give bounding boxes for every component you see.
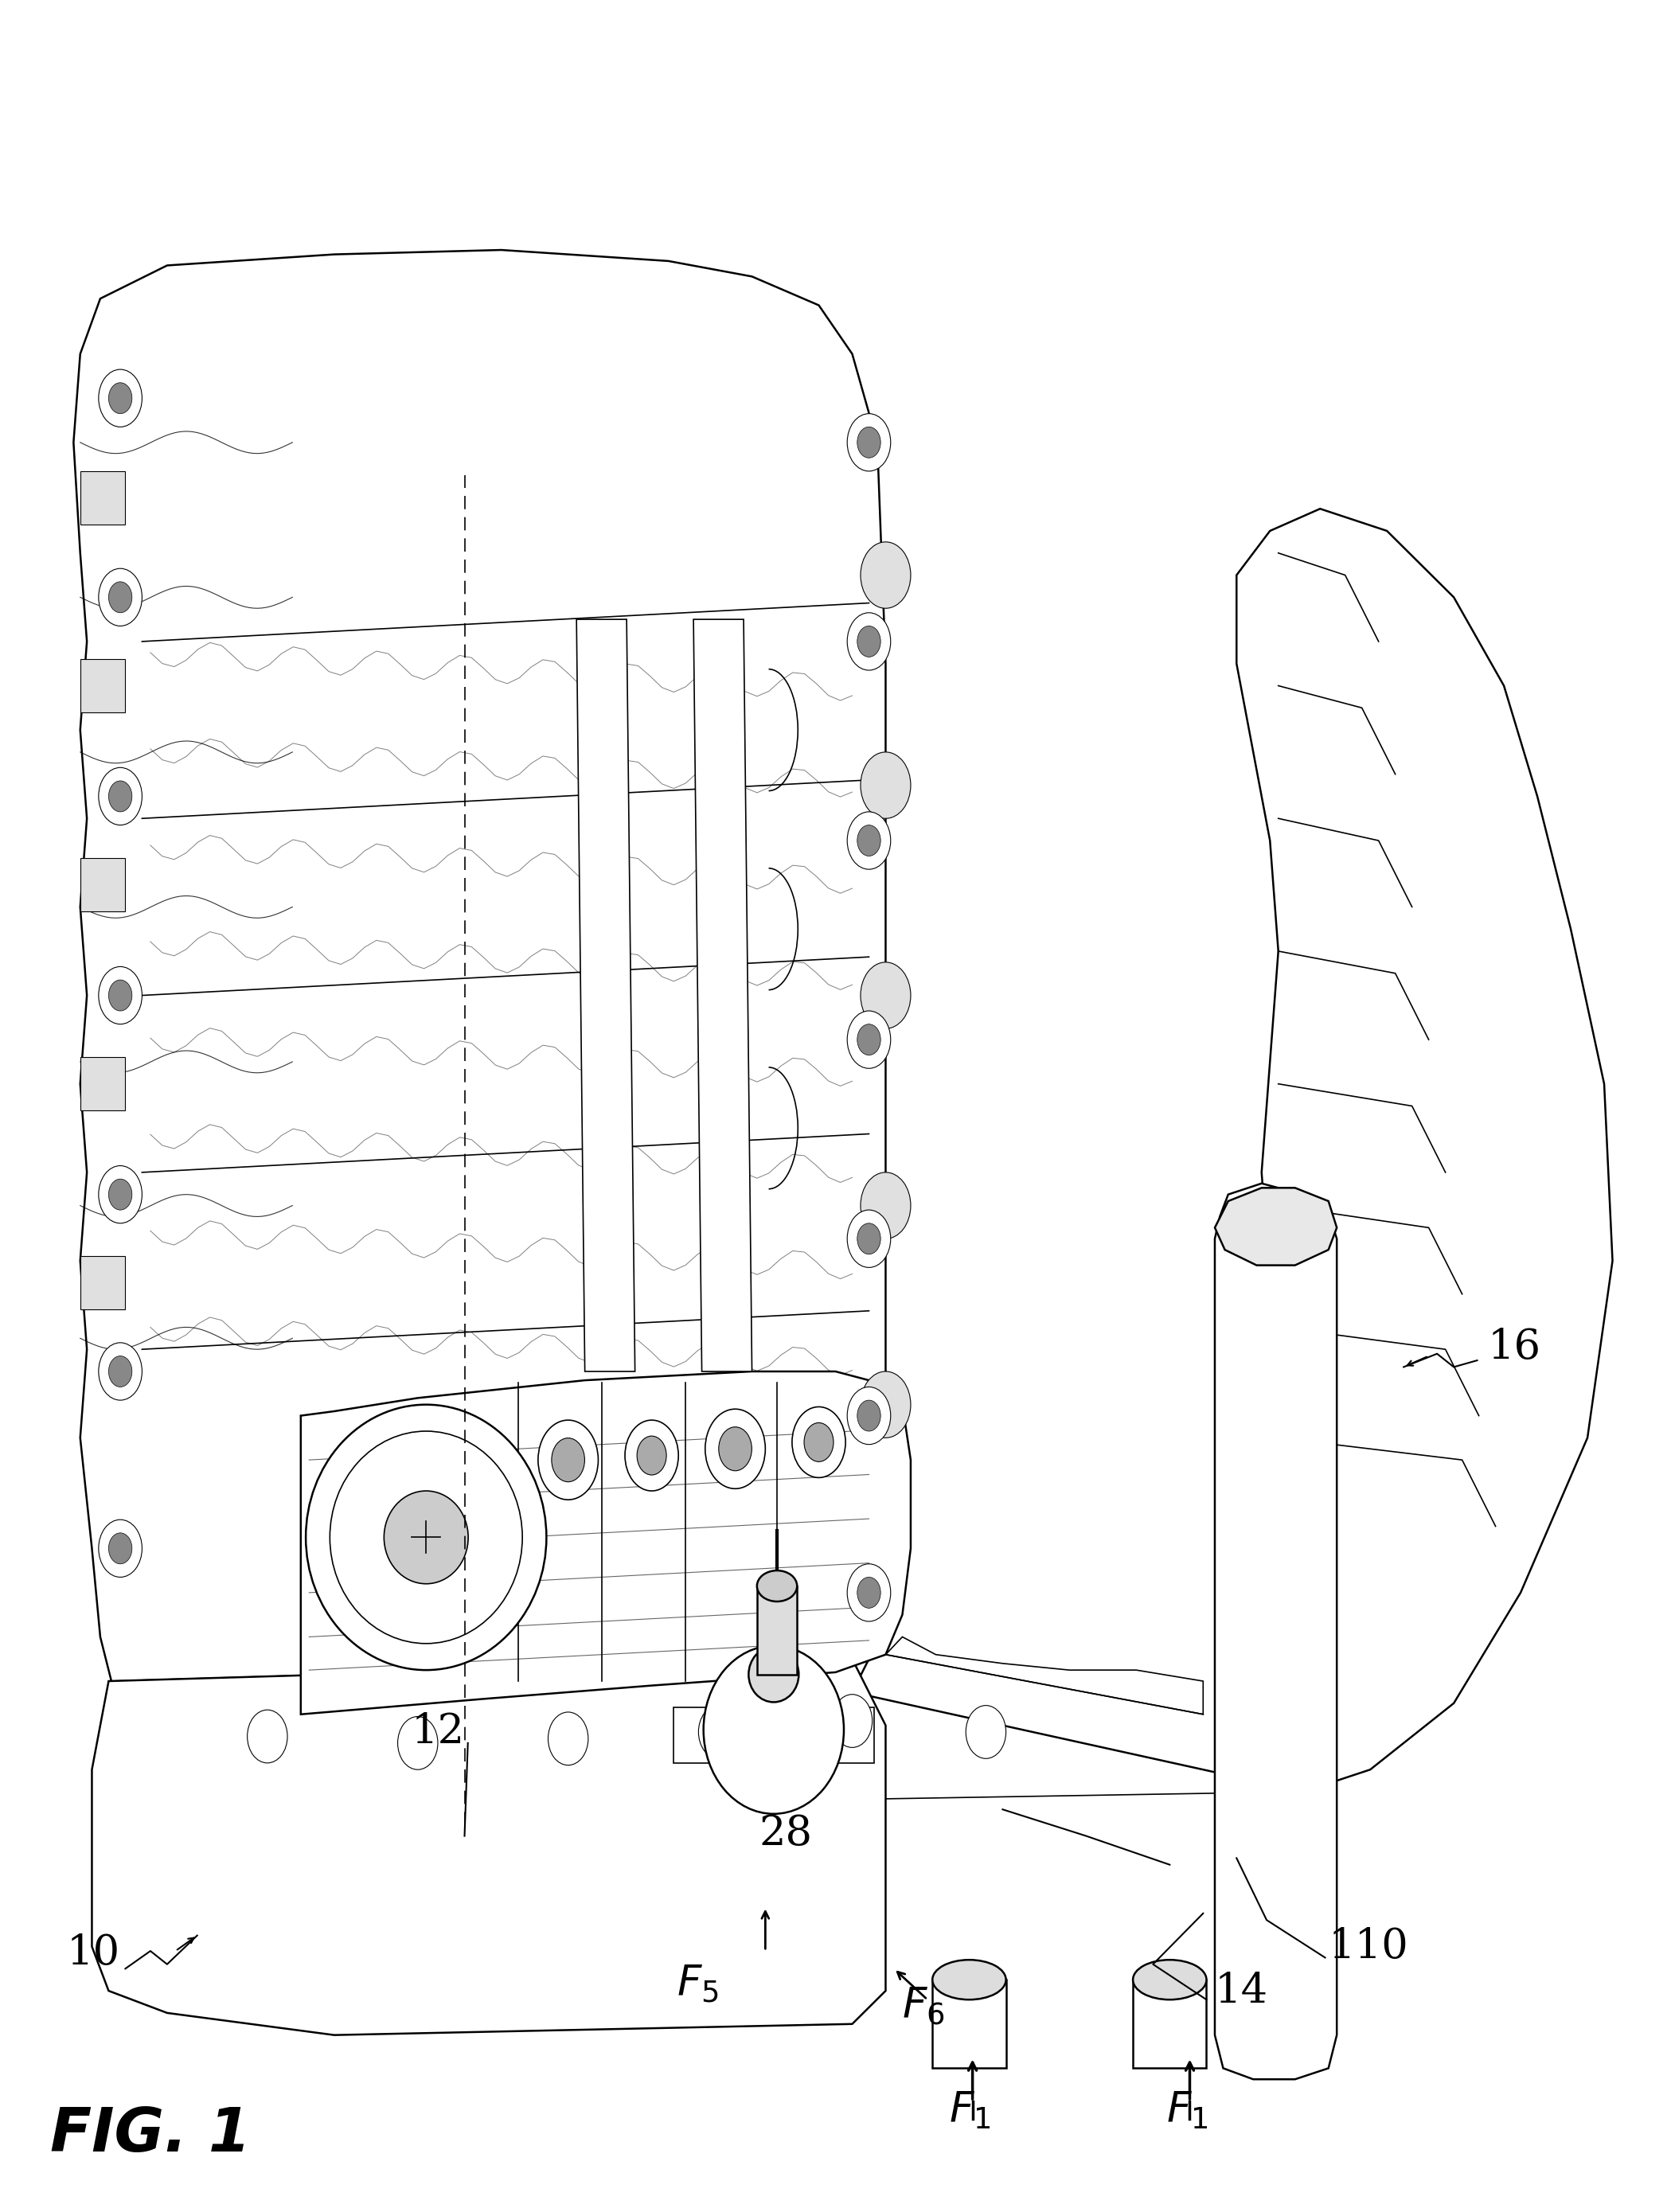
Circle shape bbox=[792, 1407, 846, 1478]
Text: $F_1$: $F_1$ bbox=[949, 2090, 991, 2130]
Circle shape bbox=[857, 626, 881, 657]
Ellipse shape bbox=[932, 1960, 1006, 2000]
Circle shape bbox=[857, 825, 881, 856]
Circle shape bbox=[861, 542, 911, 608]
Polygon shape bbox=[757, 1586, 797, 1674]
Circle shape bbox=[847, 1564, 891, 1621]
Polygon shape bbox=[74, 250, 886, 1781]
Circle shape bbox=[109, 781, 132, 812]
Circle shape bbox=[861, 752, 911, 818]
Circle shape bbox=[398, 1717, 438, 1770]
Polygon shape bbox=[1215, 1188, 1337, 1265]
Text: 110: 110 bbox=[1328, 1927, 1409, 1966]
Circle shape bbox=[109, 383, 132, 414]
Polygon shape bbox=[301, 1371, 911, 1714]
Polygon shape bbox=[576, 619, 635, 1371]
Circle shape bbox=[247, 1710, 287, 1763]
Text: $F_1$: $F_1$ bbox=[1166, 2090, 1208, 2130]
Polygon shape bbox=[80, 1256, 125, 1310]
Circle shape bbox=[99, 369, 142, 427]
Polygon shape bbox=[693, 619, 752, 1371]
Text: 14: 14 bbox=[1215, 1971, 1268, 2011]
Circle shape bbox=[847, 1387, 891, 1444]
Circle shape bbox=[857, 1223, 881, 1254]
Polygon shape bbox=[932, 1980, 1006, 2068]
Circle shape bbox=[719, 1427, 752, 1471]
Circle shape bbox=[99, 568, 142, 626]
Ellipse shape bbox=[749, 1646, 799, 1703]
Polygon shape bbox=[80, 1057, 125, 1110]
Text: 10: 10 bbox=[67, 1933, 120, 1973]
Circle shape bbox=[538, 1420, 598, 1500]
Circle shape bbox=[99, 768, 142, 825]
Polygon shape bbox=[80, 659, 125, 712]
Circle shape bbox=[99, 1343, 142, 1400]
Circle shape bbox=[99, 967, 142, 1024]
Ellipse shape bbox=[384, 1491, 468, 1584]
Circle shape bbox=[857, 427, 881, 458]
Circle shape bbox=[861, 1371, 911, 1438]
Circle shape bbox=[625, 1420, 678, 1491]
Polygon shape bbox=[1133, 1980, 1206, 2068]
Circle shape bbox=[966, 1705, 1006, 1759]
Text: 12: 12 bbox=[411, 1712, 465, 1752]
Ellipse shape bbox=[757, 1571, 797, 1601]
Polygon shape bbox=[80, 858, 125, 911]
Circle shape bbox=[847, 1011, 891, 1068]
Circle shape bbox=[109, 582, 132, 613]
Text: $F_5$: $F_5$ bbox=[677, 1964, 719, 2004]
Text: FIG. 1: FIG. 1 bbox=[50, 2106, 251, 2163]
Polygon shape bbox=[80, 471, 125, 524]
Circle shape bbox=[857, 1577, 881, 1608]
Text: 28: 28 bbox=[759, 1814, 812, 1854]
Circle shape bbox=[847, 812, 891, 869]
Circle shape bbox=[637, 1436, 667, 1475]
Circle shape bbox=[804, 1422, 834, 1462]
Polygon shape bbox=[1237, 509, 1613, 1792]
Circle shape bbox=[109, 1356, 132, 1387]
Circle shape bbox=[698, 1705, 739, 1759]
Circle shape bbox=[109, 1533, 132, 1564]
Circle shape bbox=[551, 1438, 585, 1482]
Circle shape bbox=[861, 962, 911, 1029]
Circle shape bbox=[857, 1400, 881, 1431]
Polygon shape bbox=[109, 1659, 852, 1792]
Ellipse shape bbox=[306, 1405, 546, 1670]
Circle shape bbox=[99, 1166, 142, 1223]
Circle shape bbox=[861, 1172, 911, 1239]
Text: 16: 16 bbox=[1487, 1327, 1541, 1367]
Polygon shape bbox=[92, 1659, 886, 2035]
Circle shape bbox=[847, 414, 891, 471]
Polygon shape bbox=[673, 1708, 874, 1763]
Circle shape bbox=[109, 980, 132, 1011]
Ellipse shape bbox=[1133, 1960, 1206, 2000]
Circle shape bbox=[99, 1520, 142, 1577]
Ellipse shape bbox=[703, 1646, 844, 1814]
Circle shape bbox=[832, 1694, 872, 1747]
Polygon shape bbox=[1215, 1183, 1337, 2079]
Circle shape bbox=[548, 1712, 588, 1765]
Circle shape bbox=[847, 613, 891, 670]
Circle shape bbox=[847, 1210, 891, 1267]
Circle shape bbox=[705, 1409, 765, 1489]
Text: $F_6$: $F_6$ bbox=[902, 1986, 944, 2026]
Circle shape bbox=[857, 1024, 881, 1055]
Circle shape bbox=[109, 1179, 132, 1210]
